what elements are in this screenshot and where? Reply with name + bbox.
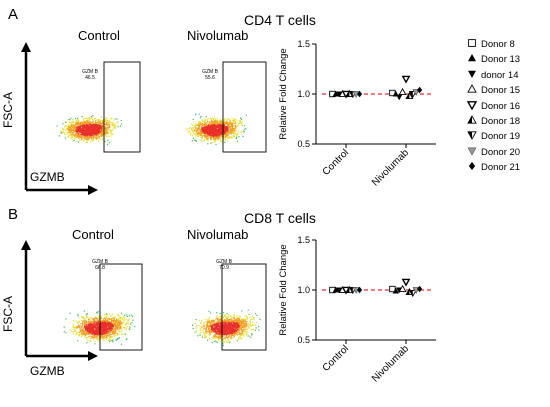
gate-label: GZM B 55.6 [202, 69, 218, 81]
legend-symbol [467, 131, 477, 141]
flow-axes-b [21, 240, 98, 361]
panel-a-control-label: Control [78, 28, 120, 43]
fold-change-chart-a: 0.5 1.0 1.5 Relative Fold Change Control Nivo… [278, 39, 436, 189]
density-cloud [192, 309, 261, 347]
legend-label: Donor 21 [481, 162, 521, 174]
data-point [398, 284, 407, 293]
legend-item: Donor 18 [466, 115, 520, 127]
legend-marker [467, 84, 477, 93]
gate-box [99, 263, 143, 351]
density-cloud [186, 113, 247, 145]
legend-symbol [467, 147, 477, 156]
y-tick-label: 0.5 [297, 139, 310, 149]
data-point [332, 286, 339, 293]
panel-b-title: CD8 T cells [244, 210, 316, 226]
flow-x-axis-label-a: GZMB [30, 170, 65, 184]
flow-y-axis-label-a: FSC-A [1, 92, 15, 128]
gate-label: GZM B 70.9 [216, 259, 232, 271]
data-point [396, 94, 403, 101]
y-tick-label: 1.5 [297, 39, 310, 49]
data-point [336, 287, 343, 294]
x-tick-label: Nivolumab [370, 147, 411, 188]
x-tick-label: Control [321, 343, 352, 374]
panel-a-title: CD4 T cells [244, 12, 316, 28]
legend-marker [468, 54, 476, 62]
flow-plot-b-nivolumab: GZM B 70.9 [164, 246, 272, 352]
panel-a-nivolumab-label: Nivolumab [187, 28, 249, 43]
legend-label: Donor 18 [481, 116, 521, 127]
legend-marker [468, 162, 476, 171]
legend-item: Donor 16 [466, 100, 520, 112]
legend-marker [467, 147, 477, 156]
flow-axes-a [21, 42, 98, 195]
legend-marker [468, 70, 476, 78]
y-tick-label: 1.5 [297, 235, 310, 245]
legend-item: donor 14 [466, 69, 519, 81]
legend-symbol [467, 84, 477, 93]
legend-label: donor 14 [481, 69, 519, 81]
legend-marker [468, 39, 476, 47]
legend-item: Donor 15 [466, 84, 520, 96]
x-tick-label: Nivolumab [370, 343, 411, 384]
legend-symbol [468, 39, 476, 47]
legend-label: Donor 8 [481, 39, 515, 50]
flow-y-axis-label-b: FSC-A [1, 296, 15, 332]
density-cloud [63, 310, 136, 345]
legend-label: Donor 16 [481, 100, 521, 112]
legend-symbol [468, 162, 476, 171]
legend-label: Donor 15 [481, 85, 521, 97]
data-point [417, 86, 423, 94]
y-axis-label: Relative Fold Change [278, 244, 289, 335]
flow-x-axis-label-b: GZMB [30, 364, 65, 378]
donor-legend: Donor 8 Donor 13 donor 14 Donor 15 Donor 16 D… [466, 38, 550, 178]
gate-box [221, 263, 267, 351]
legend-item: Donor 21 [466, 161, 520, 173]
data-point [408, 289, 417, 298]
flow-plot-a-nivolumab: GZM B 55.6 [164, 48, 272, 156]
data-point [408, 90, 417, 99]
data-point [405, 91, 414, 100]
legend-symbol [468, 54, 476, 62]
legend-item: Donor 19 [466, 130, 520, 142]
data-point [357, 90, 363, 98]
legend-symbol [467, 115, 477, 124]
y-tick-label: 1.0 [297, 89, 310, 99]
panel-b-letter: B [8, 206, 19, 223]
legend-item: Donor 20 [466, 146, 520, 158]
legend-marker [466, 100, 478, 110]
legend-item: Donor 8 [466, 38, 515, 50]
legend-symbol [466, 100, 478, 110]
x-tick-label: Control [321, 147, 352, 178]
density-cloud [56, 115, 123, 145]
legend-label: Donor 13 [481, 54, 521, 66]
data-point [401, 75, 411, 84]
gate-box [103, 61, 141, 153]
data-point [401, 278, 411, 287]
y-tick-label: 1.0 [297, 285, 310, 295]
legend-item: Donor 13 [466, 53, 520, 65]
gate-box [222, 61, 267, 153]
panel-a-letter: A [8, 6, 19, 23]
gate-label: GZM B 46.5 [82, 69, 98, 81]
data-point [336, 91, 343, 98]
data-point [357, 286, 363, 294]
flow-plot-b-control: GZM B 66.8 [38, 246, 146, 352]
data-point [398, 87, 407, 96]
legend-label: Donor 20 [481, 146, 521, 158]
panel-b-control-label: Control [72, 227, 114, 242]
data-point [332, 90, 339, 97]
legend-label: Donor 19 [481, 131, 521, 143]
gate-label: GZM B 66.8 [92, 259, 108, 271]
y-axis-label: Relative Fold Change [278, 48, 289, 139]
data-point [392, 287, 399, 294]
panel-b-nivolumab-label: Nivolumab [187, 227, 249, 242]
legend-marker [467, 131, 477, 141]
legend-marker [467, 115, 477, 124]
y-tick-label: 0.5 [297, 335, 310, 345]
flow-plot-a-control: GZM B 46.5 [38, 48, 146, 156]
data-point [389, 285, 396, 293]
data-point [417, 285, 423, 293]
legend-symbol [468, 70, 476, 78]
fold-change-chart-b: 0.5 1.0 1.5 Relative Fold Change Control Nivo… [278, 235, 436, 385]
